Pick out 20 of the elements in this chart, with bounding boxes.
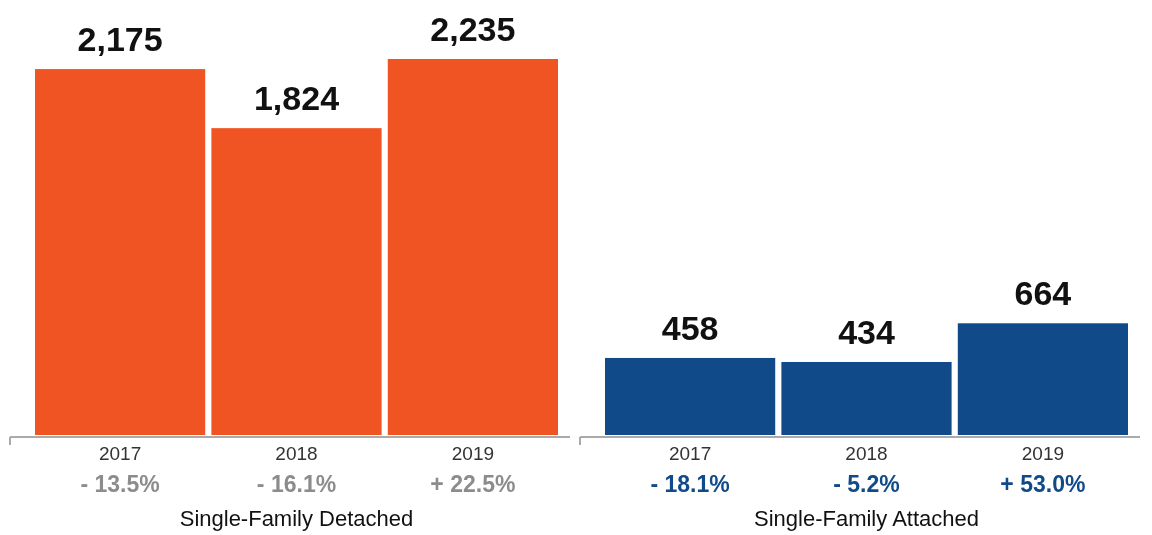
data-label: 458 — [661, 308, 719, 347]
x-tick-label: 2017 — [98, 443, 142, 464]
x-tick-label: 2018 — [845, 443, 888, 464]
text: - 16.1% — [256, 471, 337, 497]
x-axis-title: Single-Family Detached — [179, 506, 414, 531]
data-label: 2,175 — [77, 20, 163, 59]
data-label: 2,235 — [430, 10, 516, 48]
text: + 53.0% — [1000, 471, 1086, 497]
x-tick-label: 2019 — [451, 443, 495, 464]
text: + 22.5% — [430, 471, 516, 497]
text: - 18.1% — [650, 471, 730, 497]
data-label: 434 — [838, 312, 895, 351]
text: - 13.5% — [80, 471, 160, 497]
x-tick-label: 2019 — [1021, 443, 1065, 464]
x-tick-label: 2017 — [668, 443, 712, 464]
data-label: 1,824 — [253, 79, 340, 118]
x-tick-label: 2018 — [275, 443, 318, 464]
text: - 5.2% — [833, 471, 900, 497]
data-label: 664 — [1014, 274, 1072, 313]
x-axis-title: Single-Family Attached — [754, 506, 979, 531]
